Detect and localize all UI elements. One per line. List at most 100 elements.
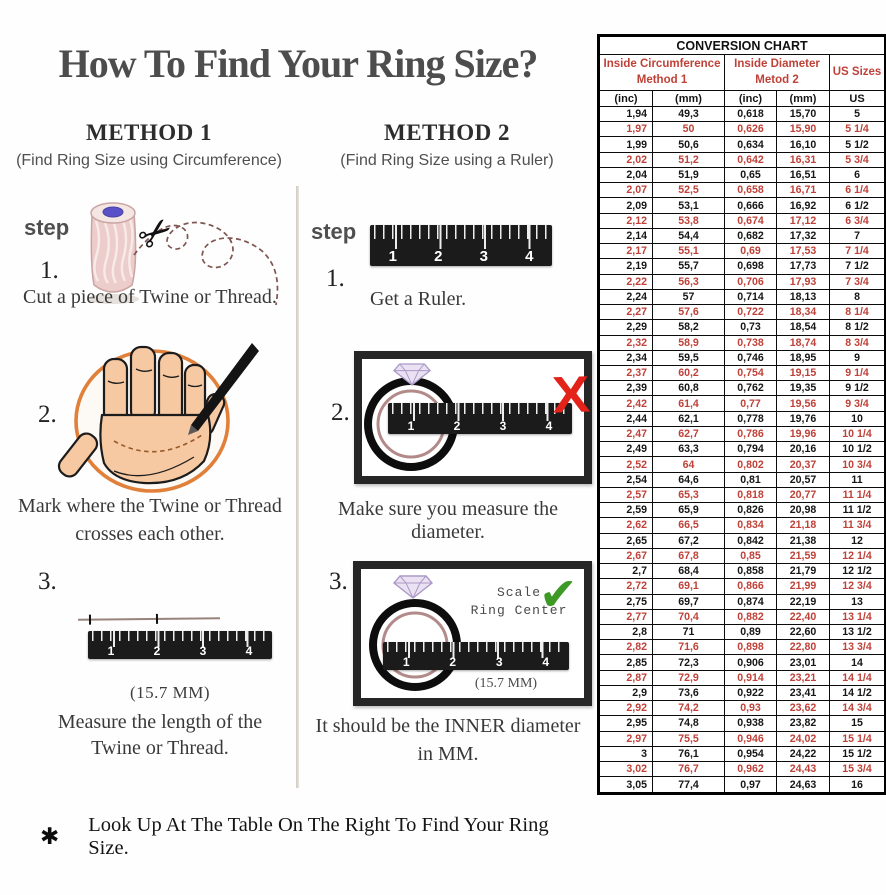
table-cell: 8 1/2 (828, 319, 886, 336)
table-cell: 2,57 (598, 486, 653, 504)
table-row: 2,39 60,8 0,762 19,35 9 1/2 (598, 380, 886, 397)
table-cell: 16,92 (776, 197, 830, 214)
table-cell: 0,802 (724, 456, 777, 473)
ruler-major-ticks (387, 642, 565, 659)
method1-step3-caption-line1: Measure the length of the (57, 711, 263, 733)
table-cell: 0,77 (724, 395, 777, 412)
table-cell: 23,01 (776, 654, 830, 671)
ruler-illustration: 1 2 3 4 (88, 631, 272, 659)
ruler-major-ticks (392, 403, 568, 421)
scale-label-line1: Scale (496, 585, 541, 600)
table-cell: 0,722 (724, 304, 777, 321)
table-cell: 17,12 (776, 212, 830, 229)
table-cell: 59,5 (652, 349, 725, 366)
table-row: 2,8 71 0,89 22,60 13 1/2 (598, 623, 886, 641)
method1-step2-caption-line2: crosses each other. (75, 523, 225, 545)
table-cell: 50 (652, 121, 725, 138)
group-header-line: Metod 2 (755, 73, 799, 86)
table-cell: 5 (828, 105, 886, 123)
table-cell: 67,8 (652, 547, 725, 565)
group-header-line: Method 1 (636, 73, 688, 86)
method1-heading: METHOD 1 (85, 120, 213, 145)
table-cell: 10 3/4 (828, 456, 886, 473)
table-cell: 17,32 (776, 227, 830, 245)
table-row: 2,34 59,5 0,746 18,95 9 (598, 349, 886, 366)
table-cell: 6 1/2 (828, 197, 886, 214)
ruler-number: 4 (245, 644, 253, 658)
table-cell: 16 (828, 776, 886, 794)
table-cell: 66,5 (652, 517, 725, 534)
table-cell: 9 1/4 (828, 364, 886, 382)
table-cell: 0,938 (724, 715, 777, 732)
table-cell: 51,2 (652, 151, 725, 168)
table-cell: 20,37 (776, 456, 830, 473)
ruler-numbers: 1 2 3 4 (370, 248, 552, 265)
table-cell: 2,17 (598, 243, 653, 260)
method2-step1-number: 1. (326, 265, 345, 292)
table-cell: 0,818 (724, 486, 777, 504)
table-title: CONVERSION CHART (597, 35, 886, 55)
table-cell: 2,44 (598, 410, 653, 427)
table-cell: 13 3/4 (828, 639, 886, 656)
table-cell: 24,22 (776, 745, 830, 763)
table-cell: 2,95 (598, 715, 653, 732)
table-row: 2,04 51,9 0,65 16,51 6 (598, 166, 886, 184)
table-cell: 20,77 (776, 486, 830, 504)
table-cell: 17,73 (776, 258, 830, 275)
table-cell: 0,73 (724, 319, 777, 336)
table-subheader-row: (inc) (mm) (inc) (mm) US (598, 90, 886, 107)
table-row: 2,47 62,7 0,786 19,96 10 1/4 (598, 425, 886, 443)
table-cell: 20,98 (776, 502, 830, 519)
ruler-illustration: 1 2 3 4 (388, 403, 572, 434)
table-cell: 22,80 (776, 639, 830, 656)
column-header: US (828, 90, 886, 107)
table-cell: 18,34 (776, 304, 830, 321)
method2-subheading: (Find Ring Size using a Ruler) (340, 152, 554, 169)
table-cell: 49,3 (652, 105, 725, 123)
method2-step3-number: 3. (329, 568, 348, 595)
table-cell: 0,866 (724, 578, 777, 595)
ruler-number: 4 (545, 419, 553, 433)
table-row: 1,97 50 0,626 15,90 5 1/4 (598, 121, 886, 138)
column-header: (mm) (776, 90, 830, 107)
table-cell: 18,95 (776, 349, 830, 366)
group-header-circumference: Inside Circumference Method 1 (598, 54, 725, 91)
table-cell: 23,21 (776, 669, 830, 686)
pen-tip (188, 425, 198, 435)
table-cell: 19,15 (776, 364, 830, 382)
table-cell: 0,858 (724, 563, 777, 580)
table-cell: 74,8 (652, 715, 725, 732)
middle-finger (129, 345, 157, 423)
table-cell: 0,786 (724, 425, 777, 443)
table-row: 3 76,1 0,954 24,22 15 1/2 (598, 745, 886, 763)
diamond-icon (393, 575, 433, 599)
table-cell: 70,4 (652, 608, 725, 625)
table-cell: 0,882 (724, 608, 777, 625)
method1-step3-caption-line2: Twine or Thread. (91, 737, 229, 759)
table-cell: 0,826 (724, 502, 777, 519)
table-row: 2,67 67,8 0,85 21,59 12 1/4 (598, 547, 886, 565)
table-cell: 9 1/2 (828, 380, 886, 397)
table-cell: 2,8 (598, 623, 653, 641)
ring-finger (157, 351, 184, 425)
table-cell: 2,24 (598, 288, 653, 306)
table-cell: 16,51 (776, 166, 830, 184)
column-header: (mm) (652, 90, 725, 107)
table-cell: 2,67 (598, 547, 653, 565)
table-cell: 0,834 (724, 517, 777, 534)
table-cell: 13 1/2 (828, 623, 886, 641)
table-cell: 2,29 (598, 319, 653, 336)
table-cell: 2,97 (598, 730, 653, 747)
table-cell: 15,90 (776, 121, 830, 138)
palm (99, 413, 212, 485)
method1-step2-number: 2. (38, 401, 57, 428)
table-cell: 56,3 (652, 273, 725, 290)
table-row: 2,07 52,5 0,658 16,71 6 1/4 (598, 182, 886, 199)
table-row: 2,22 56,3 0,706 17,93 7 3/4 (598, 273, 886, 290)
table-cell: 19,96 (776, 425, 830, 443)
table-cell: 0,634 (724, 136, 777, 153)
table-cell: 22,19 (776, 593, 830, 610)
table-cell: 54,4 (652, 227, 725, 245)
table-row: 2,32 58,9 0,738 18,74 8 3/4 (598, 334, 886, 351)
table-cell: 11 3/4 (828, 517, 886, 534)
